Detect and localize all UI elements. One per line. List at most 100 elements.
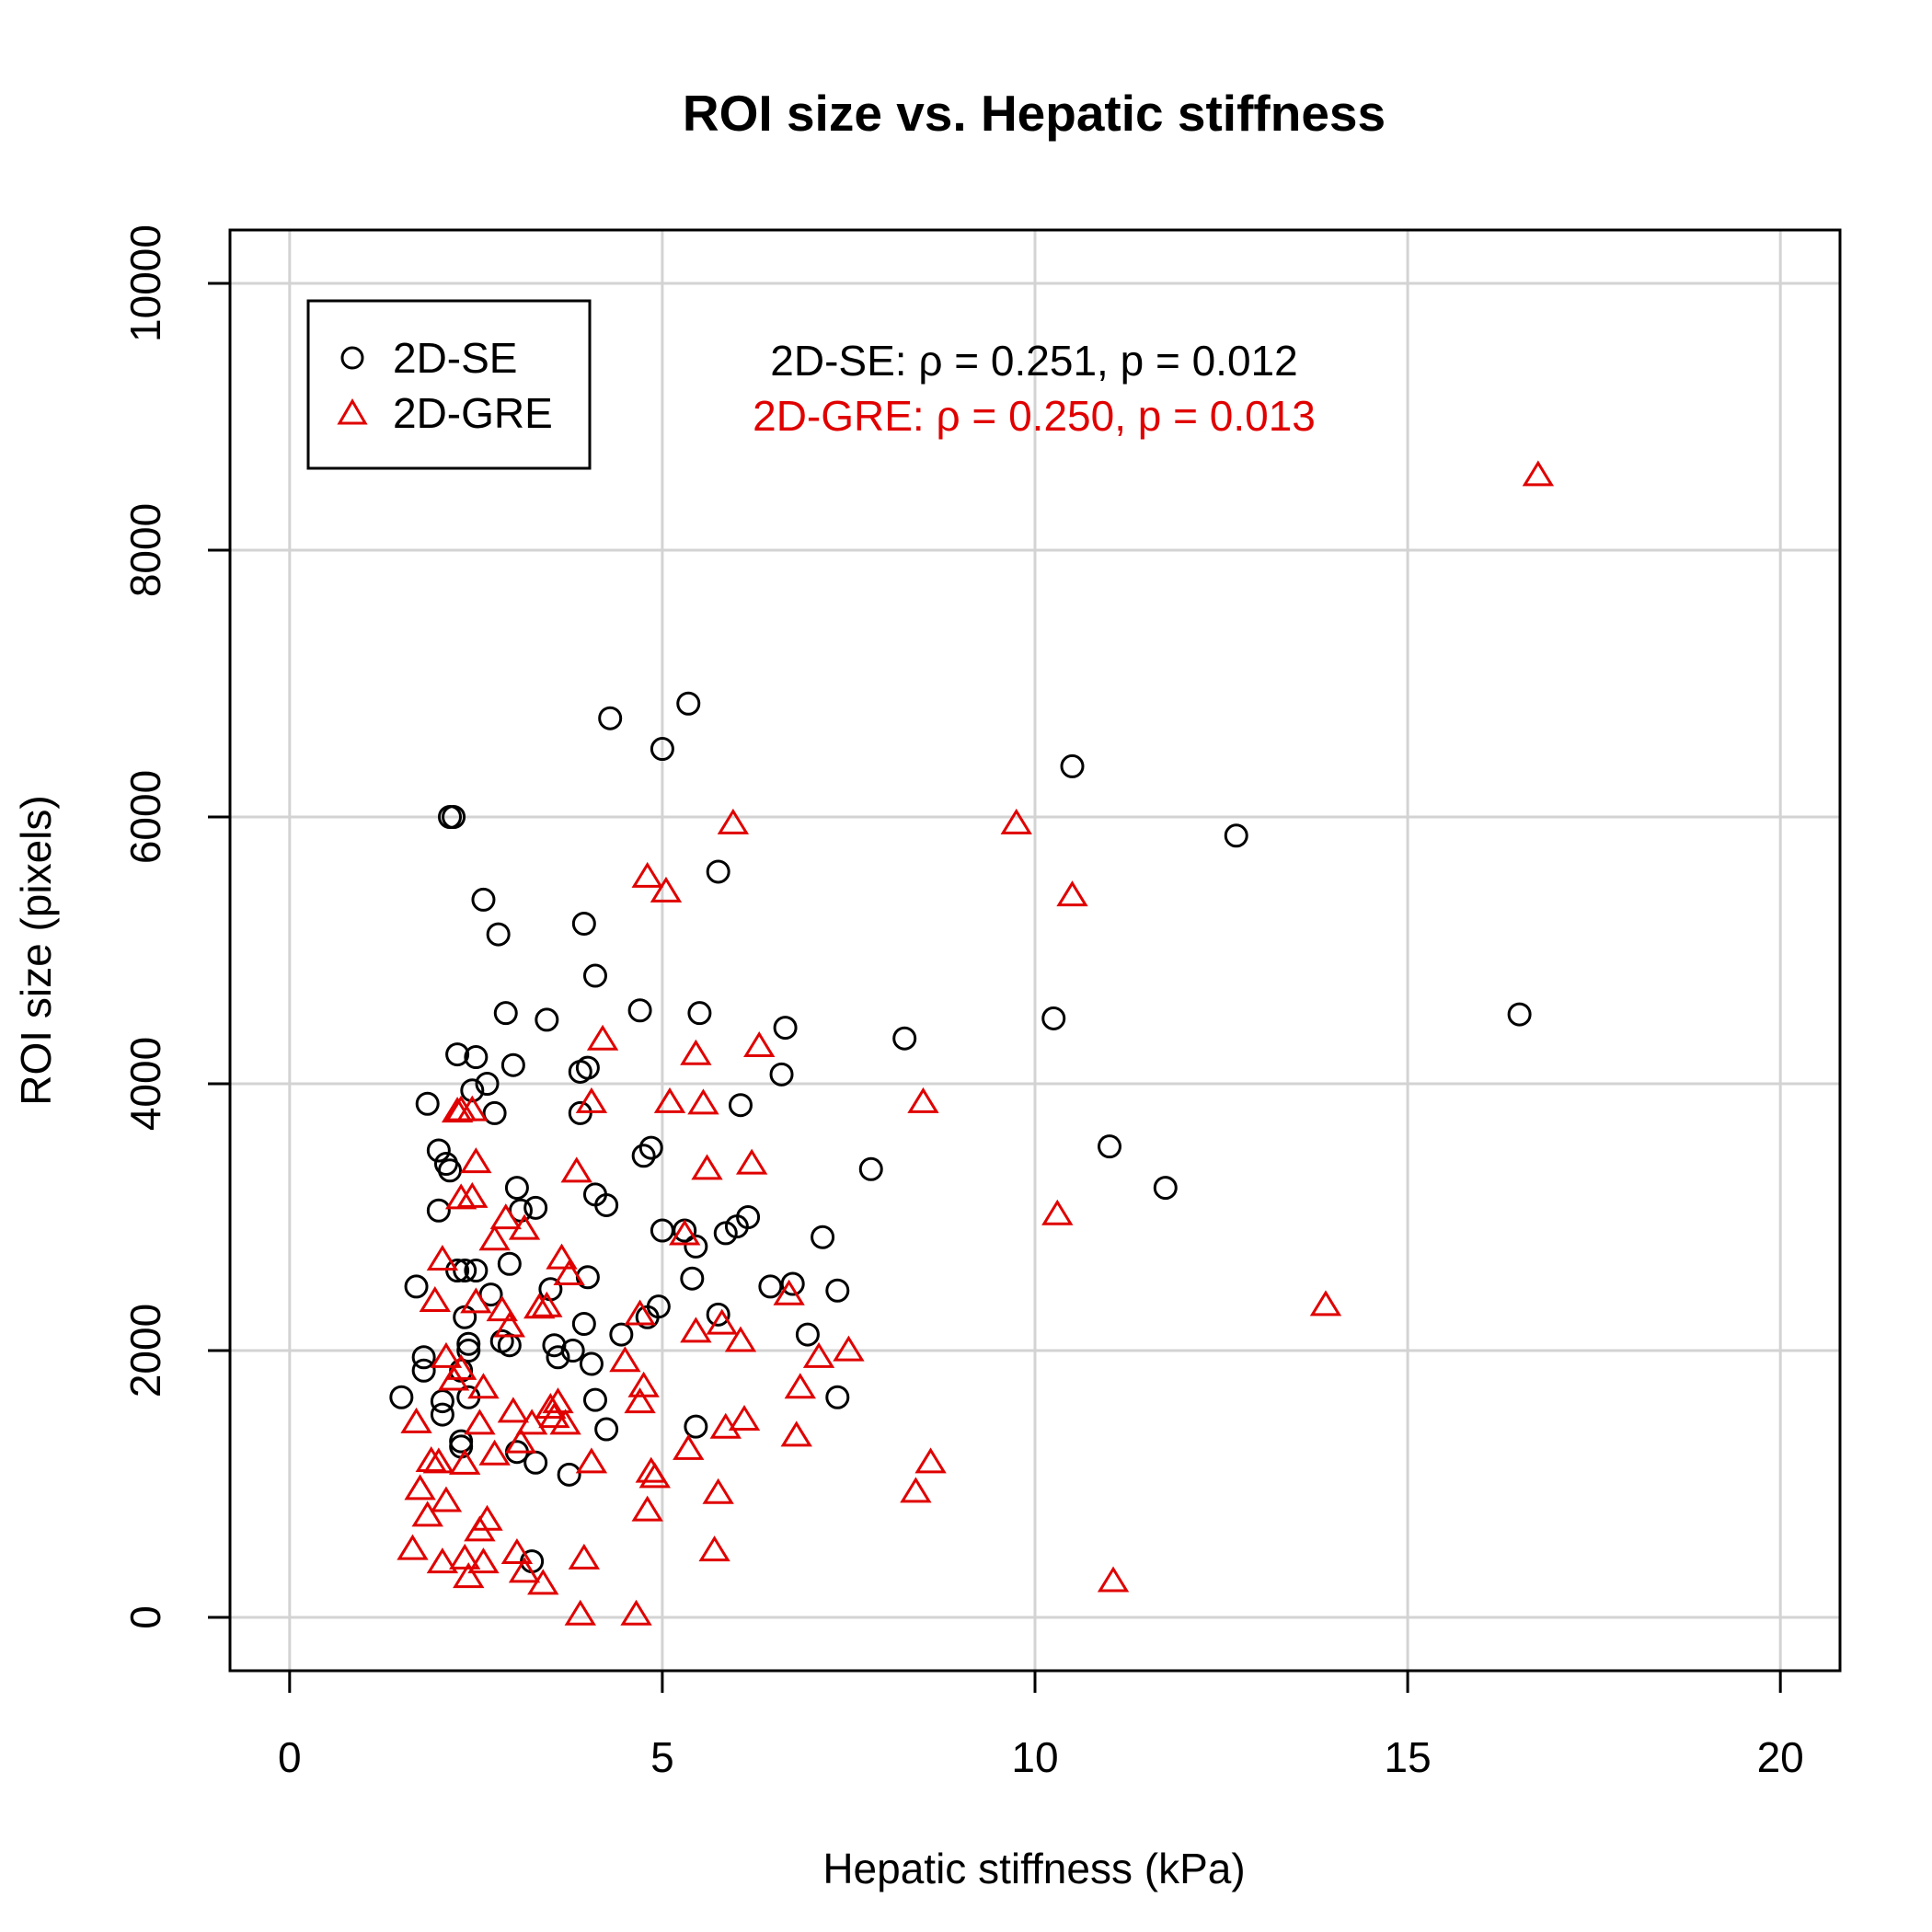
- point-2d-gre: [549, 1409, 581, 1435]
- point-2d-se: [728, 1093, 753, 1118]
- point-2d-se: [571, 1312, 596, 1336]
- x-tick-label: 5: [650, 1733, 674, 1781]
- point-2d-se: [736, 1205, 761, 1229]
- point-2d-se: [430, 1389, 454, 1414]
- point-2d-gre: [717, 808, 750, 834]
- point-2d-gre: [397, 1534, 429, 1560]
- point-2d-se: [706, 859, 730, 884]
- point-2d-gre: [493, 1311, 526, 1338]
- point-2d-se: [858, 1156, 883, 1181]
- x-tick-label: 0: [278, 1733, 302, 1781]
- point-2d-se: [471, 887, 496, 912]
- point-2d-se: [571, 912, 596, 936]
- point-2d-se: [560, 1339, 585, 1363]
- point-2d-se: [638, 1135, 663, 1160]
- point-2d-gre: [564, 1599, 596, 1626]
- point-2d-gre: [669, 1219, 701, 1246]
- point-2d-gre: [497, 1397, 530, 1423]
- point-2d-se: [582, 963, 607, 988]
- point-2d-se: [609, 1322, 634, 1347]
- legend-triangle-icon: [337, 398, 368, 425]
- point-2d-se: [557, 1462, 581, 1487]
- point-2d-se: [795, 1322, 820, 1347]
- point-2d-se: [1060, 753, 1085, 778]
- point-2d-gre: [422, 1447, 455, 1474]
- y-tick-label: 8000: [121, 503, 169, 597]
- y-tick-label: 4000: [121, 1037, 169, 1131]
- point-2d-se: [497, 1251, 522, 1276]
- point-2d-se: [475, 1072, 500, 1096]
- point-2d-gre: [609, 1346, 641, 1373]
- point-2d-se: [493, 1001, 518, 1026]
- point-2d-gre: [784, 1373, 816, 1399]
- legend-label-gre: 2D-GRE: [393, 389, 553, 437]
- point-2d-gre: [780, 1420, 812, 1447]
- point-2d-se: [500, 1052, 525, 1077]
- point-2d-se: [892, 1026, 917, 1051]
- point-2d-se: [650, 737, 674, 762]
- point-2d-se: [684, 1414, 708, 1439]
- point-2d-gre: [471, 1504, 503, 1531]
- point-2d-gre: [833, 1335, 865, 1362]
- point-2d-gre: [486, 1295, 518, 1322]
- point-2d-se: [411, 1345, 436, 1370]
- point-2d-se: [546, 1345, 570, 1370]
- point-2d-se: [1224, 823, 1248, 848]
- point-2d-gre: [802, 1341, 835, 1368]
- point-2d-gre: [478, 1225, 511, 1251]
- point-2d-gre: [538, 1402, 570, 1429]
- point-2d-gre: [500, 1538, 534, 1565]
- legend-box: [306, 299, 592, 470]
- point-2d-se: [438, 1158, 463, 1183]
- point-2d-gre: [535, 1392, 567, 1419]
- point-2d-se: [411, 1358, 436, 1383]
- y-tick-label: 2000: [121, 1304, 169, 1397]
- point-2d-gre: [907, 1087, 939, 1113]
- legend-label-se: 2D-SE: [393, 334, 517, 382]
- point-2d-se: [769, 1062, 794, 1087]
- y-tick-label: 10000: [121, 224, 169, 342]
- point-2d-gre: [426, 1547, 459, 1574]
- point-2d-gre: [568, 1543, 601, 1570]
- point-2d-gre: [456, 1181, 489, 1208]
- point-2d-se: [464, 1259, 489, 1282]
- point-2d-se: [456, 1331, 481, 1356]
- point-2d-se: [426, 1138, 451, 1163]
- legend: 2D-SE 2D-GRE: [306, 299, 592, 470]
- point-2d-gre: [1056, 880, 1088, 907]
- point-2d-se: [773, 1016, 798, 1041]
- x-axis-label: Hepatic stiffness (kPa): [822, 1845, 1245, 1892]
- point-2d-se: [680, 1266, 705, 1291]
- point-2d-gre: [444, 1353, 477, 1380]
- point-2d-gre: [467, 1547, 500, 1574]
- point-2d-se: [825, 1278, 850, 1303]
- point-2d-se: [594, 1192, 619, 1217]
- point-2d-gre: [1097, 1566, 1130, 1593]
- point-2d-gre: [575, 1087, 608, 1113]
- point-2d-se: [415, 1091, 440, 1116]
- point-2d-se: [676, 691, 701, 716]
- point-2d-gre: [575, 1447, 608, 1474]
- annotation-se-correlation: 2D-SE: ρ = 0.251, p = 0.012: [770, 337, 1297, 385]
- point-2d-gre: [1041, 1199, 1074, 1225]
- point-2d-gre: [508, 1557, 541, 1583]
- point-2d-se: [404, 1274, 429, 1299]
- point-2d-gre: [673, 1433, 705, 1460]
- point-2d-gre: [456, 1095, 489, 1121]
- point-2d-gre: [404, 1474, 436, 1501]
- point-2d-se: [758, 1274, 783, 1299]
- point-2d-se: [627, 998, 652, 1023]
- point-2d-gre: [546, 1243, 578, 1270]
- point-2d-se: [780, 1271, 805, 1296]
- point-2d-gre: [542, 1387, 574, 1414]
- point-2d-gre: [773, 1279, 805, 1305]
- point-2d-se: [646, 1294, 671, 1319]
- point-2d-gre: [504, 1427, 537, 1454]
- point-2d-gre: [687, 1088, 719, 1115]
- x-axis: 0 5 10 15 20: [278, 1669, 1804, 1781]
- point-2d-se: [389, 1385, 414, 1409]
- point-2d-gre: [620, 1599, 652, 1626]
- point-2d-se: [706, 1302, 730, 1327]
- point-2d-se: [445, 1042, 470, 1067]
- point-2d-gre: [1000, 808, 1032, 834]
